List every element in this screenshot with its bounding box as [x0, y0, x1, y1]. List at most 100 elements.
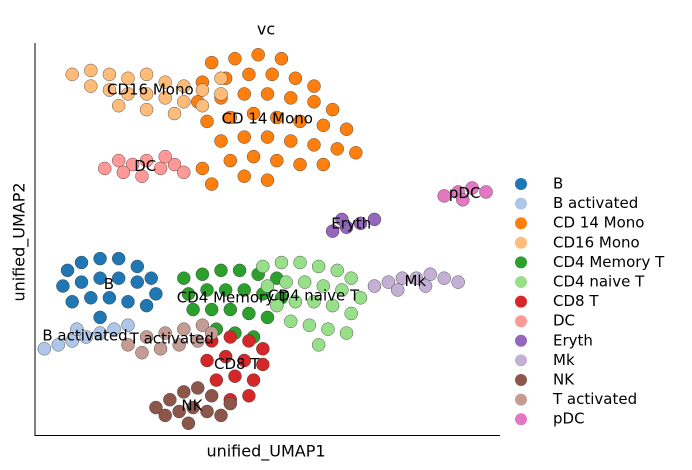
legend-marker — [515, 256, 527, 269]
point — [237, 283, 251, 297]
point — [121, 318, 135, 332]
point — [214, 134, 228, 148]
cluster-label: DC — [134, 157, 156, 175]
point — [316, 118, 330, 133]
point — [130, 259, 145, 274]
point — [139, 87, 154, 101]
legend-label: NK — [553, 371, 575, 389]
cluster-label: CD4 naive T — [268, 287, 360, 305]
point — [437, 189, 451, 203]
point — [204, 326, 219, 340]
point — [65, 67, 79, 82]
point — [181, 287, 196, 301]
point — [111, 153, 126, 168]
point — [479, 185, 493, 199]
point — [437, 271, 451, 285]
point — [139, 67, 154, 82]
point — [135, 345, 149, 360]
point — [56, 279, 70, 293]
point — [102, 83, 117, 97]
point — [107, 322, 121, 336]
point — [218, 349, 233, 364]
cluster-label: NK — [181, 396, 203, 414]
point — [214, 263, 228, 278]
legend-label: pDC — [553, 410, 585, 428]
point — [284, 134, 298, 148]
legend-label: CD4 naive T — [553, 273, 645, 291]
point — [316, 279, 330, 293]
legend-label: Eryth — [553, 331, 593, 349]
cluster-label: Mk — [404, 272, 426, 290]
point — [200, 114, 214, 129]
point — [237, 169, 251, 183]
point — [395, 271, 410, 285]
point — [274, 255, 289, 270]
point — [121, 87, 135, 101]
point — [228, 51, 242, 66]
point — [256, 342, 270, 356]
point — [209, 373, 224, 387]
point — [195, 83, 210, 97]
point — [218, 283, 233, 297]
point — [139, 330, 154, 344]
point — [158, 149, 172, 164]
point — [223, 302, 238, 317]
point — [172, 404, 186, 419]
point — [293, 157, 307, 172]
point — [325, 102, 340, 117]
point — [177, 95, 191, 109]
legend-marker — [515, 295, 527, 308]
point — [409, 271, 423, 285]
point — [251, 48, 265, 62]
point — [237, 130, 251, 144]
point — [270, 153, 284, 168]
point — [367, 279, 382, 293]
cluster-label: T activated — [129, 329, 214, 347]
point — [256, 357, 270, 372]
point — [200, 283, 214, 297]
point — [284, 91, 298, 105]
point — [339, 326, 354, 340]
cluster-label: CD16 Mono — [107, 81, 194, 99]
point — [177, 271, 191, 285]
point — [325, 224, 340, 238]
point — [139, 298, 154, 313]
legend-label: Mk — [553, 351, 575, 369]
point — [242, 389, 256, 403]
point — [349, 146, 363, 160]
point — [102, 291, 117, 305]
legend-label: CD16 Mono — [553, 233, 640, 251]
point — [311, 338, 326, 352]
point — [79, 330, 93, 344]
point — [172, 338, 186, 352]
point — [195, 267, 210, 281]
points — [37, 48, 493, 430]
point — [121, 338, 135, 352]
point — [232, 263, 247, 278]
point — [321, 322, 335, 336]
point — [344, 306, 358, 321]
point — [344, 271, 358, 285]
legend-label: B activated — [553, 194, 638, 212]
point — [279, 275, 293, 289]
point — [153, 161, 168, 176]
point — [311, 259, 326, 274]
legend-marker — [515, 354, 527, 367]
point — [130, 275, 145, 289]
cluster-label: B activated — [42, 327, 127, 345]
cluster-label: CD8 T — [214, 355, 260, 373]
point — [325, 298, 340, 313]
point — [60, 263, 75, 278]
point — [307, 295, 321, 309]
point — [186, 302, 200, 317]
point — [93, 271, 107, 285]
point — [330, 142, 344, 156]
point — [307, 79, 321, 93]
point — [260, 87, 275, 101]
point — [204, 302, 219, 317]
legend-marker — [515, 197, 527, 210]
point — [339, 122, 354, 136]
point — [293, 255, 307, 270]
point — [237, 353, 251, 368]
cluster-label: Eryth — [331, 215, 371, 233]
